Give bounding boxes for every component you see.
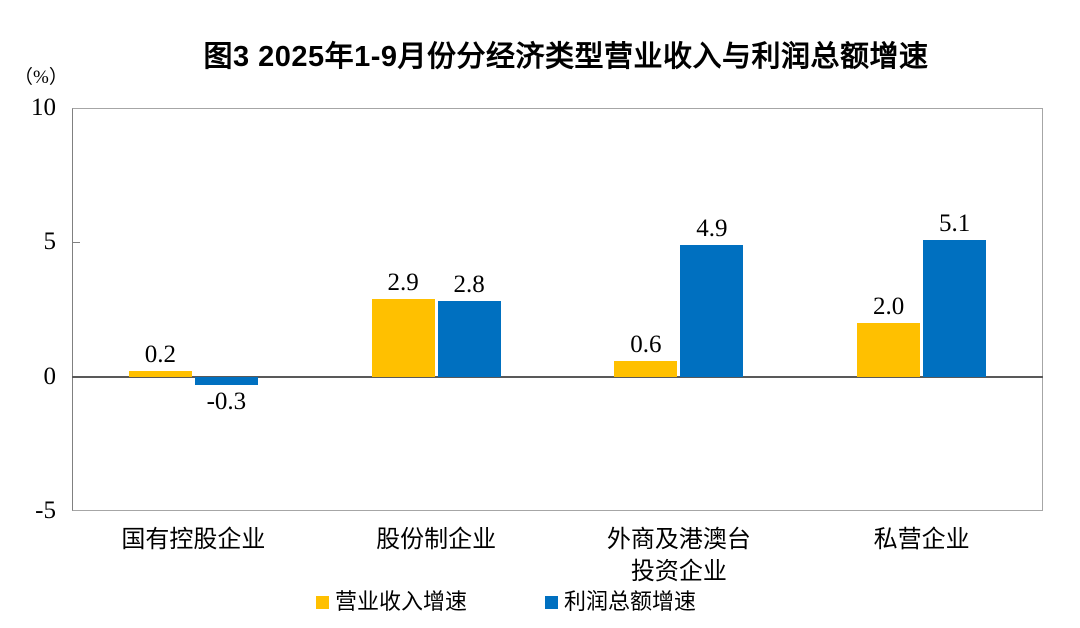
y-tick-label: -5: [35, 497, 56, 524]
bar-series2-group1: [194, 376, 258, 385]
legend-swatch-2: [545, 595, 558, 609]
y-tick-label: 5: [43, 228, 57, 256]
bar-series1-group2: [371, 298, 435, 377]
value-label: -0.3: [206, 387, 247, 415]
category-label: 私营企业: [873, 527, 970, 553]
chart-title: 图3 2025年1-9月份分经济类型营业收入与利润总额增速: [203, 41, 929, 73]
bar-series2-group3: [680, 245, 744, 377]
legend-item-1: 营业收入增速: [315, 589, 467, 615]
bar-series1-group3: [614, 360, 678, 377]
y-tick-mark: [72, 242, 80, 244]
category-label: 股份制企业: [376, 527, 497, 553]
legend: 营业收入增速 利润总额增速: [0, 589, 1012, 615]
y-tick-label: 0: [43, 362, 57, 390]
zero-axis-line: [72, 375, 1043, 378]
legend-swatch-1: [315, 595, 329, 609]
y-tick-label: 10: [31, 94, 56, 121]
value-label: 2.0: [873, 292, 905, 320]
bar-series2-group2: [437, 301, 501, 377]
plot-area: [72, 108, 1043, 511]
category-label: 外商及港澳台 投资企业: [606, 527, 751, 585]
value-label: 0.6: [630, 330, 662, 358]
category-label: 国有控股企业: [121, 527, 266, 553]
value-label: 4.9: [696, 215, 728, 243]
value-label: 2.9: [387, 268, 419, 296]
legend-label-2: 利润总额增速: [564, 589, 697, 614]
bar-series1-group1: [128, 371, 192, 377]
legend-item-2: 利润总额增速: [545, 589, 696, 615]
legend-label-1: 营业收入增速: [334, 589, 467, 614]
bar-series2-group4: [923, 239, 987, 377]
value-label: 0.2: [144, 341, 176, 369]
y-axis-unit-label: （%）: [14, 67, 68, 88]
value-label: 2.8: [453, 271, 485, 299]
value-label: 5.1: [939, 209, 971, 237]
bar-series1-group4: [857, 322, 921, 377]
